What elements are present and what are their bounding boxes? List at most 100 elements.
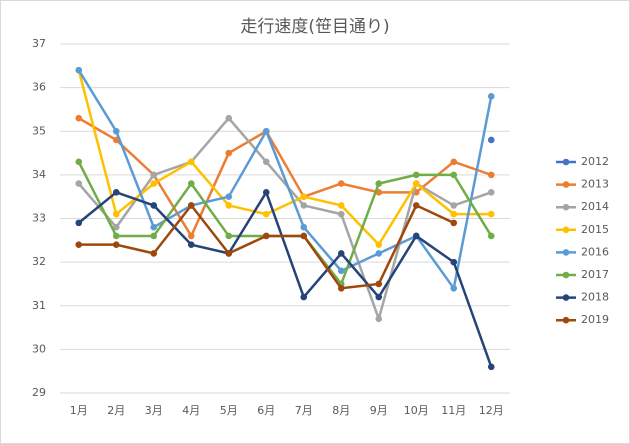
data-point [187,232,195,240]
legend-swatch-marker [562,226,570,234]
data-point [187,241,195,248]
legend-swatch-marker [562,316,570,324]
data-point [487,171,495,179]
data-point [75,241,83,248]
data-point [112,241,120,248]
series-line [77,191,493,368]
data-point [262,210,270,218]
data-point [412,180,420,187]
data-point [225,114,233,122]
legend-label: 2018 [581,291,609,304]
legend-swatch-marker [562,294,570,301]
data-point [150,180,158,187]
legend-label: 2014 [581,200,609,213]
data-point [487,93,495,100]
data-point [450,258,458,266]
data-point [375,293,383,301]
data-point [187,158,195,166]
y-tick-label: 34 [32,168,46,181]
data-point [75,180,83,187]
data-point [150,202,158,209]
data-point [450,202,458,209]
data-point [337,267,345,275]
data-point [375,241,383,248]
x-tick-label: 10月 [404,404,429,417]
data-point [300,193,308,200]
data-point [337,285,345,292]
data-point [375,250,383,257]
data-point [450,210,458,218]
data-point [450,158,458,166]
data-point [300,223,308,231]
data-point [262,232,270,240]
data-point [262,189,270,196]
data-point [225,193,233,200]
y-tick-label: 30 [32,342,46,355]
data-point [187,180,195,187]
data-point [225,149,233,157]
legend-swatch-marker [562,203,570,211]
y-tick-label: 33 [32,212,46,225]
data-point [300,293,308,301]
data-point [450,219,458,227]
series-line [77,69,492,246]
data-point [262,158,270,166]
x-tick-label: 4月 [182,404,200,417]
data-point [375,280,383,288]
data-point [337,250,345,257]
x-tick-label: 6月 [257,404,275,417]
data-point [450,285,458,292]
legend-swatch-marker [562,158,570,166]
x-tick-label: 8月 [332,404,350,417]
data-point [487,232,495,240]
data-point [412,202,420,209]
data-point [487,210,495,218]
data-point [225,202,233,209]
data-point [150,250,158,257]
data-point [300,202,308,209]
data-point [112,189,120,196]
y-tick-label: 35 [32,124,46,137]
data-point [112,232,120,240]
data-point [75,114,83,122]
legend-label: 2016 [581,245,609,258]
x-tick-label: 3月 [145,404,163,417]
data-point [412,171,420,179]
data-point [450,171,458,179]
data-point [150,171,158,179]
legend-label: 2015 [581,223,609,236]
data-point [75,66,83,74]
x-tick-label: 5月 [220,404,238,417]
legend-swatch-marker [562,181,570,188]
data-point [225,250,233,257]
x-tick-label: 12月 [479,404,504,417]
data-point [112,127,120,135]
x-tick-label: 2月 [107,404,125,417]
y-tick-label: 29 [32,386,46,399]
y-tick-label: 37 [32,37,46,50]
data-point [412,232,420,240]
data-point [300,232,308,240]
data-point [375,180,383,187]
data-point [487,189,495,196]
x-tick-label: 7月 [295,404,313,417]
legend-swatch-marker [562,271,570,279]
data-point [75,158,83,166]
data-point [150,232,158,240]
legend-label: 2012 [581,155,609,168]
x-tick-label: 1月 [70,404,88,417]
data-point [375,315,383,323]
data-point [150,223,158,231]
x-tick-label: 9月 [370,404,388,417]
data-point [337,180,345,187]
y-tick-label: 31 [32,299,46,312]
y-tick-label: 36 [32,81,46,94]
legend-label: 2013 [581,178,609,191]
chart-title: 走行速度(笹目通り) [240,17,389,37]
data-point [225,232,233,240]
data-point [112,210,120,218]
data-point [487,136,495,144]
data-point [487,363,495,371]
